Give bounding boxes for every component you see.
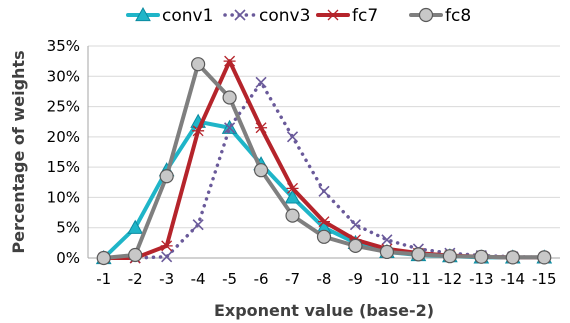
y-tick-label: 20%	[47, 128, 80, 146]
data-point-fc8	[316, 229, 332, 244]
x-tick-label: -5	[222, 270, 237, 288]
data-point-fc8	[96, 250, 111, 266]
y-tick-label: 15%	[47, 158, 80, 176]
data-point-fc8	[411, 247, 426, 262]
legend: conv1 conv3 fc7 fc8	[126, 6, 471, 26]
y-axis-ticks: 0% 5% 10% 15% 20% 25% 30% 35%	[47, 37, 80, 267]
data-point-fc7	[192, 125, 205, 137]
y-tick-label: 0%	[56, 249, 80, 267]
data-point-fc7	[160, 240, 173, 252]
data-point-fc8	[285, 208, 300, 223]
data-point-fc8	[474, 249, 489, 264]
x-tick-label: -3	[159, 270, 174, 288]
legend-label-fc8: fc8	[445, 6, 471, 26]
legend-marker-fc7	[327, 9, 339, 21]
legend-label-fc7: fc7	[352, 6, 378, 26]
x-tick-label: -1	[96, 270, 111, 288]
x-axis-title: Exponent value (base-2)	[214, 301, 434, 320]
x-tick-label: -4	[191, 270, 206, 288]
x-tick-label: -12	[438, 270, 463, 288]
data-point-fc8	[442, 249, 457, 264]
x-tick-label: -10	[375, 270, 400, 288]
data-point-fc8	[128, 247, 143, 263]
x-tick-label: -8	[317, 270, 332, 288]
legend-item-conv3: conv3	[223, 6, 310, 26]
data-point-conv3	[318, 185, 330, 197]
legend-marker-conv1	[135, 6, 151, 22]
y-tick-label: 35%	[47, 37, 80, 55]
x-tick-label: -7	[285, 270, 300, 288]
data-point-fc7	[318, 216, 330, 228]
data-point-conv3	[255, 76, 267, 88]
data-point-fc8	[505, 250, 520, 265]
legend-item-conv1: conv1	[126, 6, 213, 26]
data-point-conv1	[284, 189, 301, 204]
y-tick-label: 25%	[47, 98, 80, 116]
data-point-conv3	[381, 234, 393, 246]
x-tick-label: -9	[348, 270, 363, 288]
y-tick-label: 30%	[47, 67, 80, 85]
data-point-fc7	[255, 122, 268, 134]
data-point-fc7	[286, 182, 299, 194]
data-point-conv3	[224, 122, 236, 134]
data-point-conv3	[349, 219, 362, 231]
x-tick-label: -13	[469, 270, 494, 288]
data-point-fc8	[537, 250, 552, 265]
x-tick-label: -2	[128, 270, 143, 288]
data-point-conv3	[161, 251, 173, 263]
data-point-fc7	[223, 55, 236, 67]
data-point-fc8	[191, 57, 206, 72]
legend-label-conv1: conv1	[162, 6, 213, 26]
legend-label-conv3: conv3	[259, 6, 310, 26]
legend-item-fc8: fc8	[409, 6, 471, 26]
data-point-conv3	[286, 131, 299, 143]
data-point-fc8	[348, 238, 363, 253]
data-point-fc8	[159, 169, 174, 184]
grid	[88, 45, 560, 229]
data-point-fc8	[253, 163, 269, 178]
x-tick-label: -15	[532, 270, 557, 288]
x-tick-label: -6	[254, 270, 269, 288]
legend-item-fc7: fc7	[316, 6, 378, 26]
data-point-fc8	[222, 90, 237, 105]
data-point-fc8	[379, 244, 395, 260]
y-tick-label: 5%	[56, 219, 80, 237]
y-axis-title: Percentage of weights	[9, 50, 28, 253]
legend-marker-conv3	[234, 9, 246, 21]
x-axis-ticks: -1 -2 -3 -4 -5 -6 -7 -8 -9 -10 -11 -12 -13 -14 -15	[96, 270, 556, 288]
series-layer	[95, 55, 553, 266]
data-point-conv1	[127, 219, 144, 234]
x-tick-label: -14	[501, 270, 526, 288]
legend-marker-fc8	[418, 7, 434, 23]
y-tick-label: 10%	[47, 188, 80, 206]
series-fc8	[96, 57, 552, 266]
data-point-conv3	[192, 219, 204, 231]
x-tick-label: -11	[406, 270, 431, 288]
